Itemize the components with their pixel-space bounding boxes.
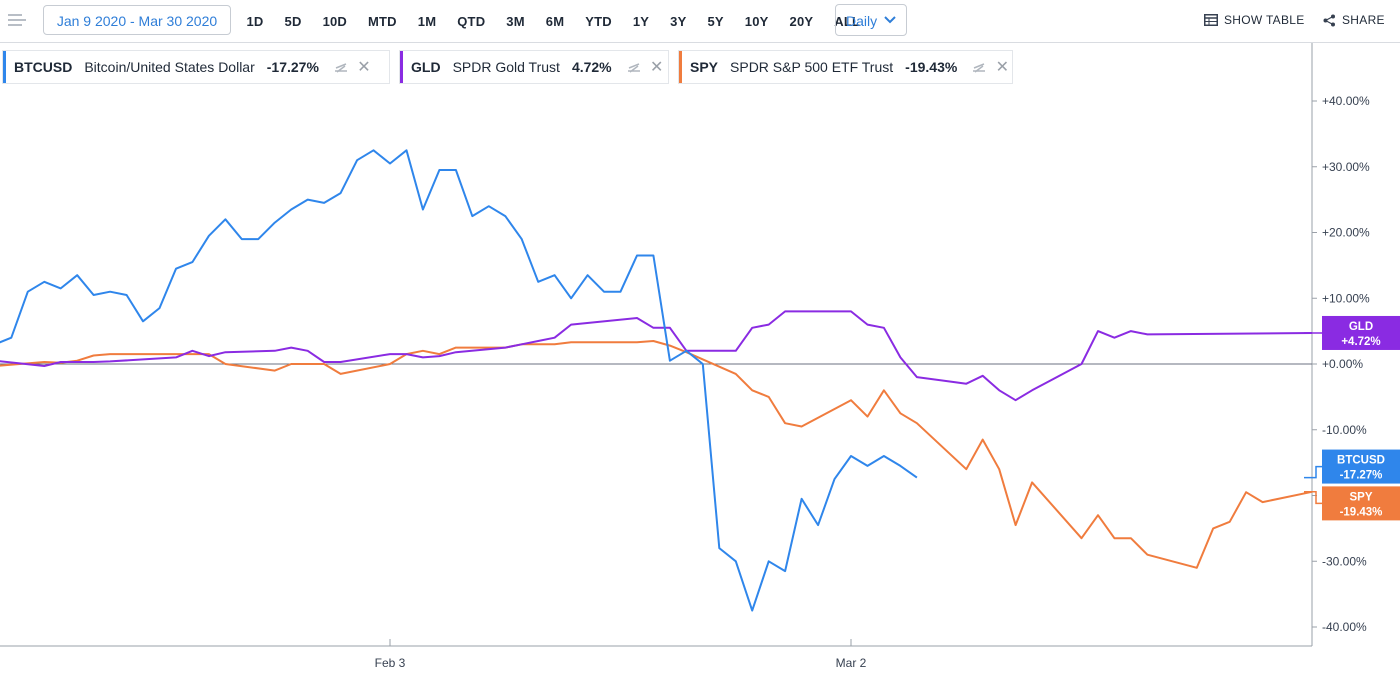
period-button-all[interactable]: ALL [834, 13, 861, 29]
share-label: SHARE [1342, 13, 1385, 27]
period-button-1m[interactable]: 1M [417, 13, 437, 29]
chevron-down-icon [884, 16, 896, 24]
legend-name: SPDR Gold Trust [452, 59, 560, 75]
table-icon [1204, 14, 1218, 26]
legend-symbol: SPY [690, 59, 719, 75]
legend-symbol: GLD [411, 59, 441, 75]
period-button-20y[interactable]: 20Y [789, 13, 814, 29]
chart-toolbar: Jan 9 2020 - Mar 30 2020 1D 5D 10D MTD 1M QTD… [0, 0, 1400, 43]
interval-label: Daily [846, 13, 878, 29]
legend-change: -17.27% [266, 59, 319, 75]
period-button-mtd[interactable]: MTD [368, 13, 397, 29]
show-table-label: SHOW TABLE [1224, 13, 1305, 27]
show-table-button[interactable]: SHOW TABLE [1204, 13, 1305, 27]
legend-change: 4.72% [571, 59, 612, 75]
period-button-qtd[interactable]: QTD [457, 13, 486, 29]
legend-color-stripe [679, 51, 682, 83]
study-icon[interactable] [971, 59, 987, 75]
study-icon[interactable] [626, 59, 642, 75]
period-button-1y[interactable]: 1Y [632, 13, 650, 29]
x-tick-label: Feb 3 [375, 656, 406, 670]
study-icon[interactable] [333, 59, 349, 75]
legend-symbol: BTCUSD [14, 59, 73, 75]
end-flag-btcusd [1322, 449, 1400, 484]
share-button[interactable]: SHARE [1323, 13, 1385, 27]
legend-item-btcusd: BTCUSD Bitcoin/United States Dollar -17.… [2, 50, 390, 84]
legend-name: Bitcoin/United States Dollar [84, 59, 255, 75]
period-button-3m[interactable]: 3M [506, 13, 525, 29]
y-tick-label: +20.00% [1322, 226, 1370, 240]
end-flag-value: -17.27% [1340, 470, 1383, 482]
interval-select[interactable]: Daily [835, 4, 907, 36]
y-tick-label: -10.00% [1322, 423, 1367, 437]
period-buttons: 1D 5D 10D MTD 1M QTD 3M 6M YTD 1Y 3Y 5Y 10Y 20Y ALL [236, 0, 871, 42]
y-tick-label: -40.00% [1322, 620, 1367, 634]
legend-change: -19.43% [905, 59, 958, 75]
end-flag-spy [1322, 486, 1400, 521]
period-button-1d[interactable]: 1D [246, 13, 264, 29]
end-flag-value: -19.43% [1340, 506, 1383, 518]
end-flag-symbol: GLD [1349, 321, 1373, 333]
remove-series-btcusd-icon[interactable]: ✕ [357, 59, 371, 76]
end-flag-gld [1322, 315, 1400, 350]
y-tick-label: +30.00% [1322, 160, 1370, 174]
y-tick-label: +10.00% [1322, 291, 1370, 305]
y-tick-label: -30.00% [1322, 554, 1367, 568]
end-flag-symbol: SPY [1349, 491, 1372, 503]
collapse-menu-icon[interactable] [6, 10, 28, 30]
legend-color-stripe [400, 51, 403, 83]
period-button-5y[interactable]: 5Y [707, 13, 724, 29]
end-flag-value: +4.72% [1341, 336, 1380, 348]
performance-chart: +40.00% +30.00% +20.00% +10.00% +0.00% -10.00… [0, 43, 1400, 670]
period-button-3y[interactable]: 3Y [670, 13, 687, 29]
legend-color-stripe [3, 51, 6, 83]
remove-series-gld-icon[interactable]: ✕ [649, 59, 664, 76]
series-line-gld [0, 310, 1313, 402]
series-line-btcusd [0, 149, 918, 612]
series-line-spy [0, 340, 1313, 569]
period-button-6m[interactable]: 6M [545, 13, 565, 29]
legend-item-spy: SPY SPDR S&P 500 ETF Trust -19.43% ✕ [678, 50, 1013, 84]
remove-series-spy-icon[interactable]: ✕ [995, 59, 1010, 76]
legend-name: SPDR S&P 500 ETF Trust [730, 59, 894, 75]
y-tick-label: +40.00% [1322, 94, 1370, 108]
end-flag-symbol: BTCUSD [1337, 455, 1385, 467]
period-button-ytd[interactable]: YTD [585, 13, 612, 29]
period-button-10d[interactable]: 10D [322, 13, 348, 29]
legend-item-gld: GLD SPDR Gold Trust 4.72% ✕ [399, 50, 669, 84]
share-icon [1323, 14, 1335, 26]
end-flag-connector [1304, 491, 1322, 505]
date-range-picker[interactable]: Jan 9 2020 - Mar 30 2020 [43, 5, 231, 35]
period-button-5d[interactable]: 5D [284, 13, 302, 29]
y-tick-label: +0.00% [1322, 357, 1363, 371]
period-button-10y[interactable]: 10Y [744, 13, 769, 29]
end-flag-connector [1304, 465, 1322, 479]
x-tick-label: Mar 2 [836, 656, 867, 670]
